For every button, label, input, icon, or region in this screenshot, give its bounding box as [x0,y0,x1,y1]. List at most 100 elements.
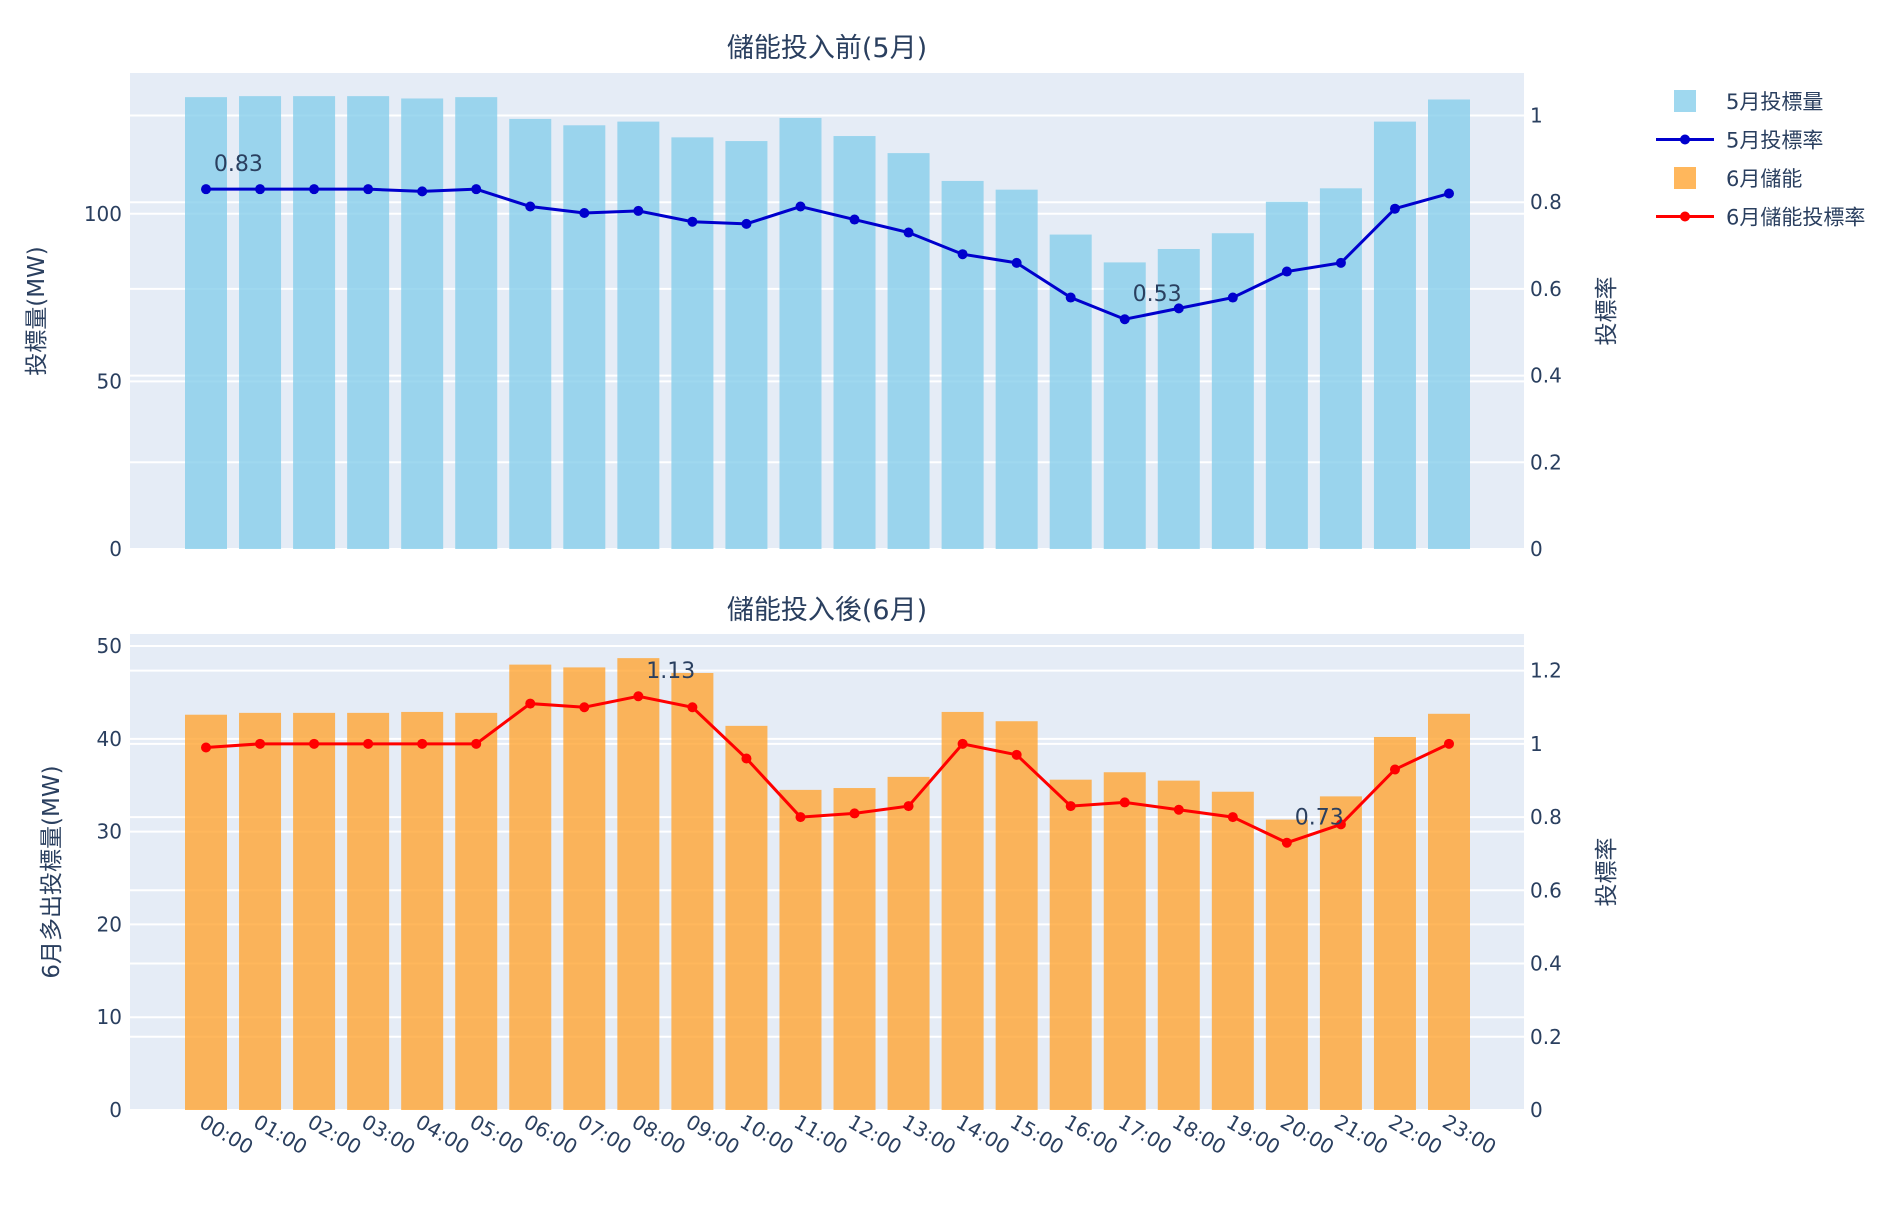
bar-18:00 [1157,780,1200,1110]
x-tick-label: 21:00 [1330,1110,1392,1160]
rate-point-08:00 [633,205,644,216]
y2-axis-title: 投標率 [1594,838,1620,907]
bar-22:00 [1373,121,1416,549]
rate-point-18:00 [1173,303,1184,314]
bar-15:00 [995,189,1038,550]
rate-point-10:00 [741,753,752,764]
y2-tick-label: 0.8 [1530,805,1562,829]
bar-02:00 [293,96,336,549]
legend-item-label: 5月投標率 [1726,129,1823,153]
x-tick-label: 19:00 [1222,1110,1284,1160]
rate-point-15:00 [1011,257,1022,268]
bar-13:00 [887,776,930,1110]
plot-background [130,634,1524,1110]
bar-22:00 [1373,736,1416,1110]
chart-panel-1: 0 50 100 0 0.2 0.4 0.6 0.8 1 儲能投入前(5月) 投標量(MW) 投標率 0… [24,33,1620,561]
bar-10:00 [725,725,768,1110]
y2-tick-label: 0.6 [1530,277,1562,301]
bar-09:00 [671,672,714,1110]
chart-title: 儲能投入後(6月) [727,595,927,626]
x-tick-label: 08:00 [628,1110,690,1160]
y2-tick-label: 0 [1530,1098,1543,1122]
rate-point-04:00 [417,186,428,197]
bar-18:00 [1157,248,1200,550]
bar-15:00 [995,721,1038,1110]
chart-title: 儲能投入前(5月) [727,33,927,64]
y-tick-label: 0 [109,537,122,561]
bar-21:00 [1319,188,1362,549]
rate-point-15:00 [1011,749,1022,760]
plot-background [130,73,1524,549]
rate-point-21:00 [1335,819,1346,830]
bar-00:00 [185,97,227,550]
bar-01:00 [239,712,282,1110]
bar-19:00 [1211,233,1254,549]
bar-08:00 [617,121,660,549]
annotation-label: 0.53 [1133,282,1182,307]
annotation-label: 0.83 [214,152,263,177]
x-tick-label: 18:00 [1168,1110,1230,1160]
bar-08:00 [617,658,660,1110]
rate-point-13:00 [903,227,914,238]
rate-point-14:00 [957,738,968,749]
bar-21:00 [1319,796,1362,1110]
bar-20:00 [1265,819,1308,1110]
x-tick-label: 01:00 [250,1110,312,1160]
rate-point-04:00 [417,738,428,749]
x-tick-label: 14:00 [952,1110,1014,1160]
x-tick-label: 23:00 [1439,1110,1501,1160]
bar-09:00 [671,137,714,549]
bar-20:00 [1265,201,1308,549]
rate-point-19:00 [1227,292,1238,303]
x-tick-label: 02:00 [304,1110,366,1160]
rate-point-18:00 [1173,804,1184,815]
rate-point-20:00 [1281,837,1292,848]
rate-point-05:00 [471,184,482,195]
bar-05:00 [455,712,498,1110]
rate-point-09:00 [687,702,698,713]
annotation-label: 1.13 [646,659,695,684]
bar-14:00 [941,711,984,1110]
chart-panel-2: 0 10 20 30 40 50 0 0.2 0.4 0.6 0.8 1 1.2 儲能投入後(6月) 6月多… [39,595,1620,1159]
rate-point-12:00 [849,808,860,819]
rate-point-13:00 [903,801,914,812]
y2-tick-label: 0.6 [1530,878,1562,902]
x-tick-label: 09:00 [682,1110,744,1160]
y-tick-label: 30 [97,820,122,844]
y-axis-title: 6月多出投標量(MW) [39,765,65,978]
bar-12:00 [833,788,876,1110]
bar-07:00 [563,667,606,1110]
x-tick-label: 13:00 [898,1110,960,1160]
legend-swatch-marker [1680,134,1690,145]
rate-point-16:00 [1065,801,1076,812]
y2-tick-label: 1 [1530,103,1543,127]
bar-13:00 [887,153,930,550]
bar-11:00 [779,117,822,550]
rate-point-01:00 [255,738,266,749]
bar-06:00 [509,664,552,1110]
rate-point-03:00 [363,738,374,749]
bar-14:00 [941,180,984,549]
rate-point-17:00 [1119,314,1130,325]
rate-point-16:00 [1065,292,1076,303]
bar-01:00 [239,96,282,549]
bar-12:00 [833,136,876,549]
rate-line [205,694,1450,845]
x-tick-label: 20:00 [1276,1110,1338,1160]
rate-point-21:00 [1335,257,1346,268]
rate-point-10:00 [741,218,752,229]
y-tick-label: 40 [97,727,122,751]
rate-point-23:00 [1444,738,1454,749]
rate-point-17:00 [1119,797,1130,808]
x-tick-label: 12:00 [844,1110,906,1160]
bar-10:00 [725,141,768,549]
y-tick-label: 100 [84,202,122,226]
rate-point-00:00 [201,184,211,195]
y-tick-label: 20 [97,912,122,936]
rate-point-03:00 [363,184,374,195]
y2-tick-label: 1.2 [1530,659,1562,683]
rate-point-07:00 [579,702,590,713]
x-tick-label: 00:00 [196,1110,258,1160]
y2-tick-label: 0.2 [1530,1025,1562,1049]
